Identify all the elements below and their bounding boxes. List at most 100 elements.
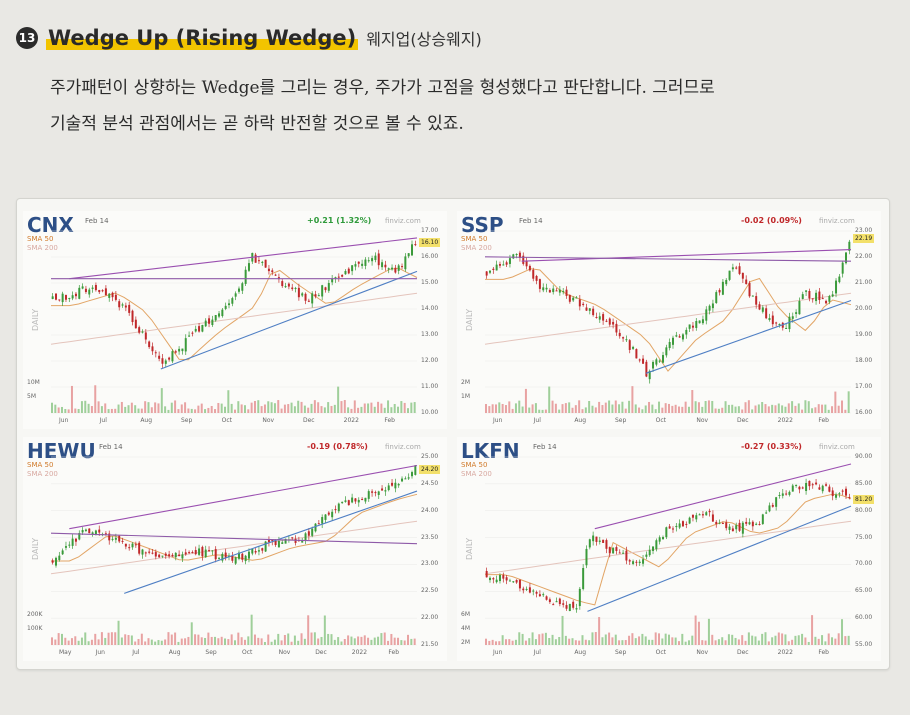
volume-bar xyxy=(648,639,651,645)
candle-body xyxy=(831,490,834,497)
candle-body xyxy=(635,349,638,359)
candle-body xyxy=(104,533,107,535)
candle-body xyxy=(397,265,400,271)
candle-body xyxy=(598,540,601,542)
volume-bar xyxy=(498,402,501,413)
volume-bar xyxy=(297,400,300,413)
candle-body xyxy=(731,267,734,270)
candle-body xyxy=(148,341,151,348)
volume-bar xyxy=(684,401,687,413)
candle-body xyxy=(291,287,294,290)
volume-bar xyxy=(747,632,750,645)
candle-body xyxy=(642,358,645,364)
volume-bar xyxy=(74,636,77,645)
volume-bar xyxy=(554,403,557,413)
candle-body xyxy=(488,270,491,273)
volume-bar xyxy=(180,404,183,413)
x-tick-label: Oct xyxy=(242,649,253,656)
candle-body xyxy=(141,331,144,333)
candle-body xyxy=(691,325,694,328)
y-tick-label: 20.00 xyxy=(855,305,873,312)
y-tick-label: 10.00 xyxy=(421,409,439,416)
candle-body xyxy=(748,522,751,525)
volume-bar xyxy=(654,632,657,645)
x-tick-label: Feb xyxy=(388,649,400,656)
source-site: finviz.com xyxy=(385,217,421,225)
volume-bar xyxy=(60,633,63,645)
volume-bar xyxy=(664,633,667,645)
y-tick-label: 18.00 xyxy=(855,357,873,364)
x-tick-label: 2022 xyxy=(343,417,359,424)
volume-bar xyxy=(501,635,504,645)
candle-body xyxy=(414,465,417,475)
volume-bar xyxy=(804,637,807,645)
volume-bar xyxy=(531,404,534,413)
volume-bar xyxy=(97,401,100,413)
candle-body xyxy=(848,496,851,498)
candle-body xyxy=(555,601,558,603)
candle-body xyxy=(572,297,575,301)
wedge-lower-trendline xyxy=(587,505,852,612)
volume-bar xyxy=(80,637,83,645)
candle-body xyxy=(695,515,698,520)
candle-body xyxy=(174,351,177,353)
y-tick-label: 75.00 xyxy=(855,533,873,541)
volume-bar xyxy=(757,640,760,645)
volume-bar xyxy=(67,640,70,645)
volume-bar xyxy=(167,409,170,413)
volume-bar xyxy=(561,404,564,413)
candle-body xyxy=(377,491,380,495)
volume-bar xyxy=(608,632,611,645)
candle-body xyxy=(101,290,104,292)
candle-body xyxy=(715,292,718,303)
volume-bar xyxy=(654,409,657,413)
volume-bar xyxy=(791,401,794,413)
candle-body xyxy=(178,554,181,557)
candle-body xyxy=(381,488,384,491)
volume-bar xyxy=(147,638,150,645)
volume-bar xyxy=(514,639,517,645)
volume-bar xyxy=(568,638,571,645)
candle-body xyxy=(725,522,728,529)
volume-bar xyxy=(591,632,594,645)
volume-bar xyxy=(771,637,774,645)
volume-bar xyxy=(707,400,710,413)
candle-body xyxy=(695,320,698,328)
candle-body xyxy=(58,299,61,301)
volume-bar xyxy=(751,409,754,413)
chart-plot xyxy=(50,456,418,646)
volume-bar xyxy=(177,641,180,645)
volume-bar xyxy=(277,400,280,413)
volume-bar xyxy=(367,403,370,413)
y-tick-label: 21.50 xyxy=(421,641,439,648)
volume-bar xyxy=(84,632,87,645)
volume-bar xyxy=(518,400,521,413)
candle-body xyxy=(795,484,798,486)
volume-bar xyxy=(684,641,687,645)
candle-body xyxy=(562,603,565,605)
candle-body xyxy=(545,287,548,290)
volume-bar xyxy=(651,404,654,413)
volume-bar xyxy=(77,408,80,413)
candle-body xyxy=(374,492,377,494)
candle-body xyxy=(615,323,618,333)
candle-body xyxy=(582,568,585,590)
volume-bar xyxy=(727,634,730,645)
volume-bar xyxy=(714,640,717,645)
candle-body xyxy=(81,286,84,289)
volume-bar xyxy=(628,400,631,413)
volume-bar xyxy=(267,634,270,645)
candle-body xyxy=(835,280,838,294)
candle-body xyxy=(198,326,201,332)
candle-body xyxy=(748,282,751,297)
x-tick-label: Nov xyxy=(262,417,275,424)
volume-bar xyxy=(584,407,587,413)
candle-body xyxy=(357,499,360,503)
candle-body xyxy=(765,308,768,319)
volume-bar xyxy=(638,636,641,645)
volume-bar xyxy=(310,403,313,413)
candle-body xyxy=(498,264,501,266)
candle-body xyxy=(334,509,337,511)
volume-bar xyxy=(64,408,67,413)
volume-bar xyxy=(257,637,260,645)
